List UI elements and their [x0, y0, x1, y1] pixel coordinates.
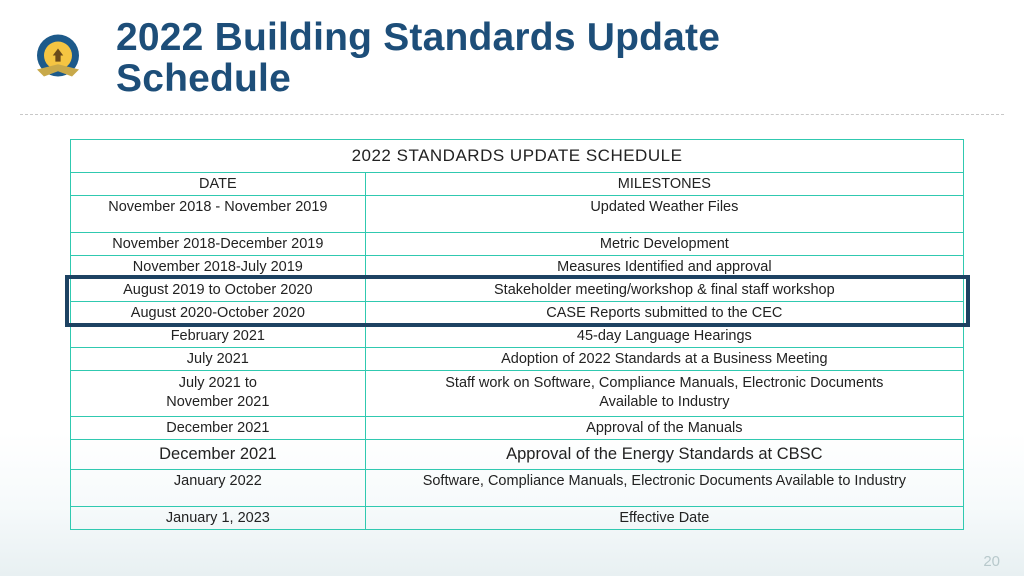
- table-row: November 2018 - November 2019Updated Wea…: [71, 195, 964, 232]
- slide-title: 2022 Building Standards Update Schedule: [116, 18, 720, 100]
- page-number: 20: [983, 553, 1000, 570]
- table-row: November 2018-December 2019Metric Develo…: [71, 232, 964, 255]
- cell-date: July 2021: [71, 347, 366, 370]
- cec-logo-icon: [30, 31, 86, 87]
- cell-date: February 2021: [71, 324, 366, 347]
- table-row: November 2018-July 2019Measures Identifi…: [71, 255, 964, 278]
- cell-milestone: Stakeholder meeting/workshop & final sta…: [365, 278, 963, 301]
- cell-date: January 1, 2023: [71, 507, 366, 530]
- cell-date: December 2021: [71, 440, 366, 470]
- cell-date: November 2018 - November 2019: [71, 195, 366, 232]
- title-line-2: Schedule: [116, 57, 291, 100]
- table-row: July 2021Adoption of 2022 Standards at a…: [71, 347, 964, 370]
- table-title: 2022 STANDARDS UPDATE SCHEDULE: [71, 139, 964, 172]
- cell-milestone: Updated Weather Files: [365, 195, 963, 232]
- col-header-date: DATE: [71, 172, 366, 195]
- cell-date: January 2022: [71, 470, 366, 507]
- cell-milestone: Effective Date: [365, 507, 963, 530]
- cell-date: November 2018-December 2019: [71, 232, 366, 255]
- cell-milestone: Metric Development: [365, 232, 963, 255]
- title-line-1: 2022 Building Standards Update: [116, 16, 720, 59]
- cell-milestone: Measures Identified and approval: [365, 255, 963, 278]
- cell-date: August 2019 to October 2020: [71, 278, 366, 301]
- table-row: July 2021 toNovember 2021Staff work on S…: [71, 370, 964, 416]
- table-row: August 2020-October 2020CASE Reports sub…: [71, 301, 964, 324]
- cell-date: November 2018-July 2019: [71, 255, 366, 278]
- cell-date: December 2021: [71, 417, 366, 440]
- col-header-milestones: MILESTONES: [365, 172, 963, 195]
- table-row: February 202145-day Language Hearings: [71, 324, 964, 347]
- schedule-table: 2022 STANDARDS UPDATE SCHEDULEDATEMILEST…: [70, 139, 964, 530]
- table-row: December 2021Approval of the Manuals: [71, 417, 964, 440]
- cell-milestone: 45-day Language Hearings: [365, 324, 963, 347]
- cell-milestone: Approval of the Energy Standards at CBSC: [365, 440, 963, 470]
- cell-milestone: Approval of the Manuals: [365, 417, 963, 440]
- table-row: January 2022Software, Compliance Manuals…: [71, 470, 964, 507]
- table-row: August 2019 to October 2020Stakeholder m…: [71, 278, 964, 301]
- header-divider: [20, 114, 1004, 115]
- cell-date: August 2020-October 2020: [71, 301, 366, 324]
- slide-header: 2022 Building Standards Update Schedule: [0, 0, 1024, 108]
- cell-milestone: Staff work on Software, Compliance Manua…: [365, 370, 963, 416]
- cell-milestone: Software, Compliance Manuals, Electronic…: [365, 470, 963, 507]
- table-row: January 1, 2023Effective Date: [71, 507, 964, 530]
- cell-milestone: CASE Reports submitted to the CEC: [365, 301, 963, 324]
- table-row: December 2021Approval of the Energy Stan…: [71, 440, 964, 470]
- cell-milestone: Adoption of 2022 Standards at a Business…: [365, 347, 963, 370]
- cell-date: July 2021 toNovember 2021: [71, 370, 366, 416]
- schedule-table-container: 2022 STANDARDS UPDATE SCHEDULEDATEMILEST…: [70, 139, 964, 530]
